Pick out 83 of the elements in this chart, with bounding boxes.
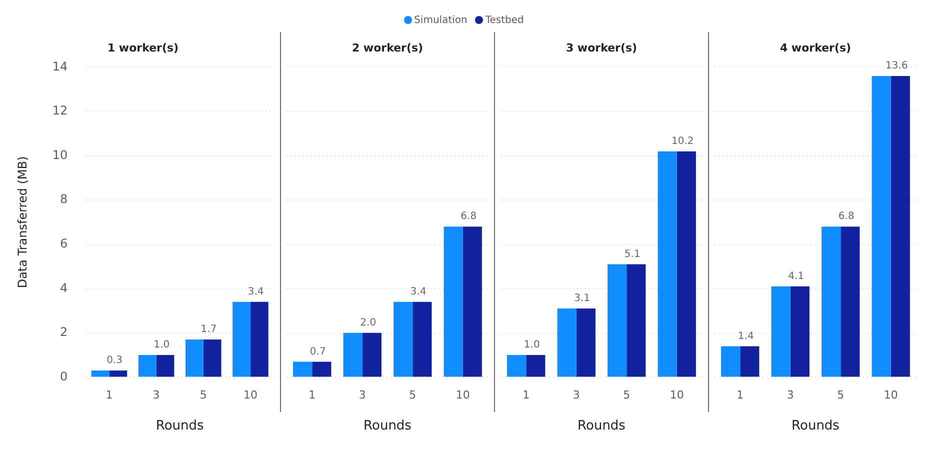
data-label: 0.7 xyxy=(310,346,326,358)
data-label: 1.0 xyxy=(154,340,170,351)
bar xyxy=(526,355,546,377)
x-tick-label: 1 xyxy=(106,388,113,402)
x-tick-label: 3 xyxy=(358,388,366,402)
bar xyxy=(822,226,841,377)
bar xyxy=(507,355,526,377)
x-tick-label: 10 xyxy=(243,388,258,402)
x-axis-title: Rounds xyxy=(156,418,204,434)
data-label: 3.4 xyxy=(248,286,264,298)
y-tick-label: 0 xyxy=(60,369,68,384)
x-tick-label: 1 xyxy=(736,388,744,402)
data-label: 3.1 xyxy=(574,293,590,304)
bar xyxy=(232,302,250,377)
x-axis-title: Rounds xyxy=(578,418,626,434)
bar xyxy=(343,332,362,377)
bar xyxy=(156,355,174,377)
y-axis-title: Data Transferred (MB) xyxy=(15,156,30,288)
bar xyxy=(293,362,312,377)
bar xyxy=(890,76,910,377)
y-tick-label: 4 xyxy=(60,280,68,295)
bar xyxy=(185,340,204,377)
data-label: 4.1 xyxy=(788,271,804,282)
x-tick-label: 1 xyxy=(522,388,530,402)
data-label: 10.2 xyxy=(671,136,694,147)
data-label: 1.7 xyxy=(200,324,217,336)
y-tick-label: 8 xyxy=(60,192,68,206)
bar xyxy=(658,151,677,377)
y-tick-label: 2 xyxy=(60,325,68,340)
chart-title: 3 worker(s) xyxy=(566,41,638,54)
bar xyxy=(608,264,627,377)
data-label: 3.4 xyxy=(410,286,426,298)
bar xyxy=(394,302,413,377)
x-tick-label: 1 xyxy=(308,388,316,402)
x-tick-label: 10 xyxy=(670,388,684,402)
bar xyxy=(771,286,790,377)
data-label: 0.3 xyxy=(106,355,123,366)
bar xyxy=(790,286,810,377)
legend-label: Simulation xyxy=(414,14,468,26)
x-axis-title: Rounds xyxy=(792,418,840,434)
x-tick-label: 3 xyxy=(572,388,580,402)
bar xyxy=(203,340,222,377)
chart-title: 1 worker(s) xyxy=(107,41,179,54)
data-label: 5.1 xyxy=(624,248,640,260)
x-tick-label: 5 xyxy=(837,388,844,402)
chart-title: 2 worker(s) xyxy=(352,41,424,54)
bar xyxy=(676,151,696,377)
x-axis-title: Rounds xyxy=(364,418,412,434)
bar xyxy=(740,346,760,377)
bar xyxy=(91,370,110,377)
bar xyxy=(872,76,891,377)
data-label: 6.8 xyxy=(838,211,854,222)
data-label: 1.0 xyxy=(524,340,540,351)
x-tick-label: 10 xyxy=(456,388,470,402)
bar xyxy=(412,302,432,377)
x-tick-label: 3 xyxy=(152,388,160,402)
chart-title: 4 worker(s) xyxy=(780,41,852,54)
bar xyxy=(109,370,128,377)
bar xyxy=(250,302,268,377)
y-tick-label: 10 xyxy=(52,148,68,162)
y-tick-label: 14 xyxy=(52,59,68,74)
y-tick-label: 12 xyxy=(52,104,68,118)
bar xyxy=(626,264,646,377)
data-label: 6.8 xyxy=(460,211,477,222)
bar xyxy=(138,355,156,377)
x-tick-label: 5 xyxy=(623,388,630,402)
data-label: 2.0 xyxy=(360,318,376,329)
x-tick-label: 3 xyxy=(786,388,794,402)
x-tick-label: 5 xyxy=(409,388,416,402)
bar xyxy=(721,346,740,377)
bar xyxy=(312,362,332,377)
bar xyxy=(362,332,382,377)
y-tick-label: 6 xyxy=(60,236,68,250)
data-label: 13.6 xyxy=(885,60,908,72)
data-label: 1.4 xyxy=(738,330,754,342)
x-tick-label: 10 xyxy=(884,388,898,402)
bar xyxy=(444,226,463,377)
x-tick-label: 5 xyxy=(200,388,207,402)
legend-label: Testbed xyxy=(485,14,524,26)
bar xyxy=(576,308,596,377)
bar xyxy=(462,226,482,377)
bar xyxy=(557,308,576,377)
bar xyxy=(840,226,860,377)
